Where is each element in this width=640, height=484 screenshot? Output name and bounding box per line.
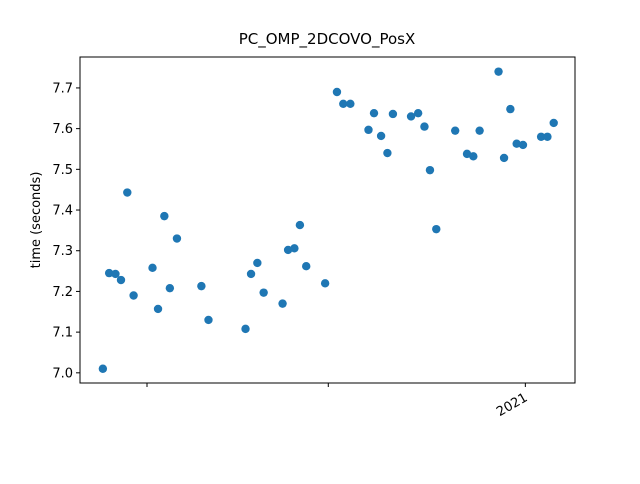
point bbox=[302, 261, 311, 271]
y-tick-label: 7.7 bbox=[52, 81, 73, 96]
point bbox=[320, 279, 330, 288]
y-tick-label: 7.1 bbox=[52, 326, 73, 341]
point bbox=[450, 126, 460, 135]
point bbox=[148, 263, 157, 273]
point bbox=[204, 315, 213, 325]
point bbox=[295, 220, 305, 230]
point bbox=[383, 148, 392, 158]
point bbox=[549, 118, 558, 128]
point bbox=[536, 132, 546, 141]
point bbox=[253, 258, 262, 268]
point bbox=[160, 211, 169, 221]
y-tick-label: 7.5 bbox=[52, 163, 73, 178]
point bbox=[406, 112, 416, 121]
point bbox=[364, 125, 373, 135]
point bbox=[153, 304, 163, 314]
point bbox=[172, 234, 182, 243]
y-tick-label: 7.6 bbox=[52, 122, 73, 137]
point bbox=[332, 87, 342, 97]
point bbox=[290, 244, 299, 253]
point bbox=[197, 281, 206, 291]
point bbox=[512, 139, 521, 148]
point bbox=[506, 104, 515, 114]
point bbox=[283, 245, 293, 255]
y-tick-label: 7.4 bbox=[52, 204, 73, 219]
point bbox=[432, 224, 441, 234]
point bbox=[420, 122, 429, 131]
point bbox=[116, 275, 126, 285]
point bbox=[376, 131, 386, 141]
point bbox=[246, 269, 256, 279]
point bbox=[241, 324, 250, 334]
point bbox=[98, 364, 108, 373]
point bbox=[165, 283, 175, 293]
point bbox=[413, 108, 423, 118]
point bbox=[369, 108, 379, 118]
point bbox=[123, 188, 132, 197]
chart-title: PC_OMP_2DCOVO_PosX bbox=[239, 30, 416, 49]
point bbox=[129, 291, 138, 300]
y-axis-label: time (seconds) bbox=[29, 172, 44, 269]
point bbox=[518, 140, 528, 150]
y-tick-label: 7.2 bbox=[52, 285, 73, 300]
point bbox=[388, 109, 398, 119]
point bbox=[499, 153, 509, 163]
point bbox=[278, 299, 287, 308]
point bbox=[475, 126, 484, 135]
point bbox=[469, 152, 478, 161]
point bbox=[259, 288, 268, 297]
x-tick-label: 2021 bbox=[494, 390, 530, 420]
point bbox=[425, 165, 435, 175]
y-tick-label: 7.3 bbox=[52, 244, 73, 259]
point bbox=[104, 268, 114, 278]
point bbox=[494, 67, 503, 76]
point bbox=[346, 99, 355, 109]
point bbox=[111, 269, 120, 279]
plot-frame bbox=[79, 56, 576, 384]
point bbox=[339, 99, 348, 109]
point bbox=[462, 149, 472, 159]
point bbox=[543, 132, 552, 141]
y-tick-label: 7.0 bbox=[52, 366, 73, 381]
